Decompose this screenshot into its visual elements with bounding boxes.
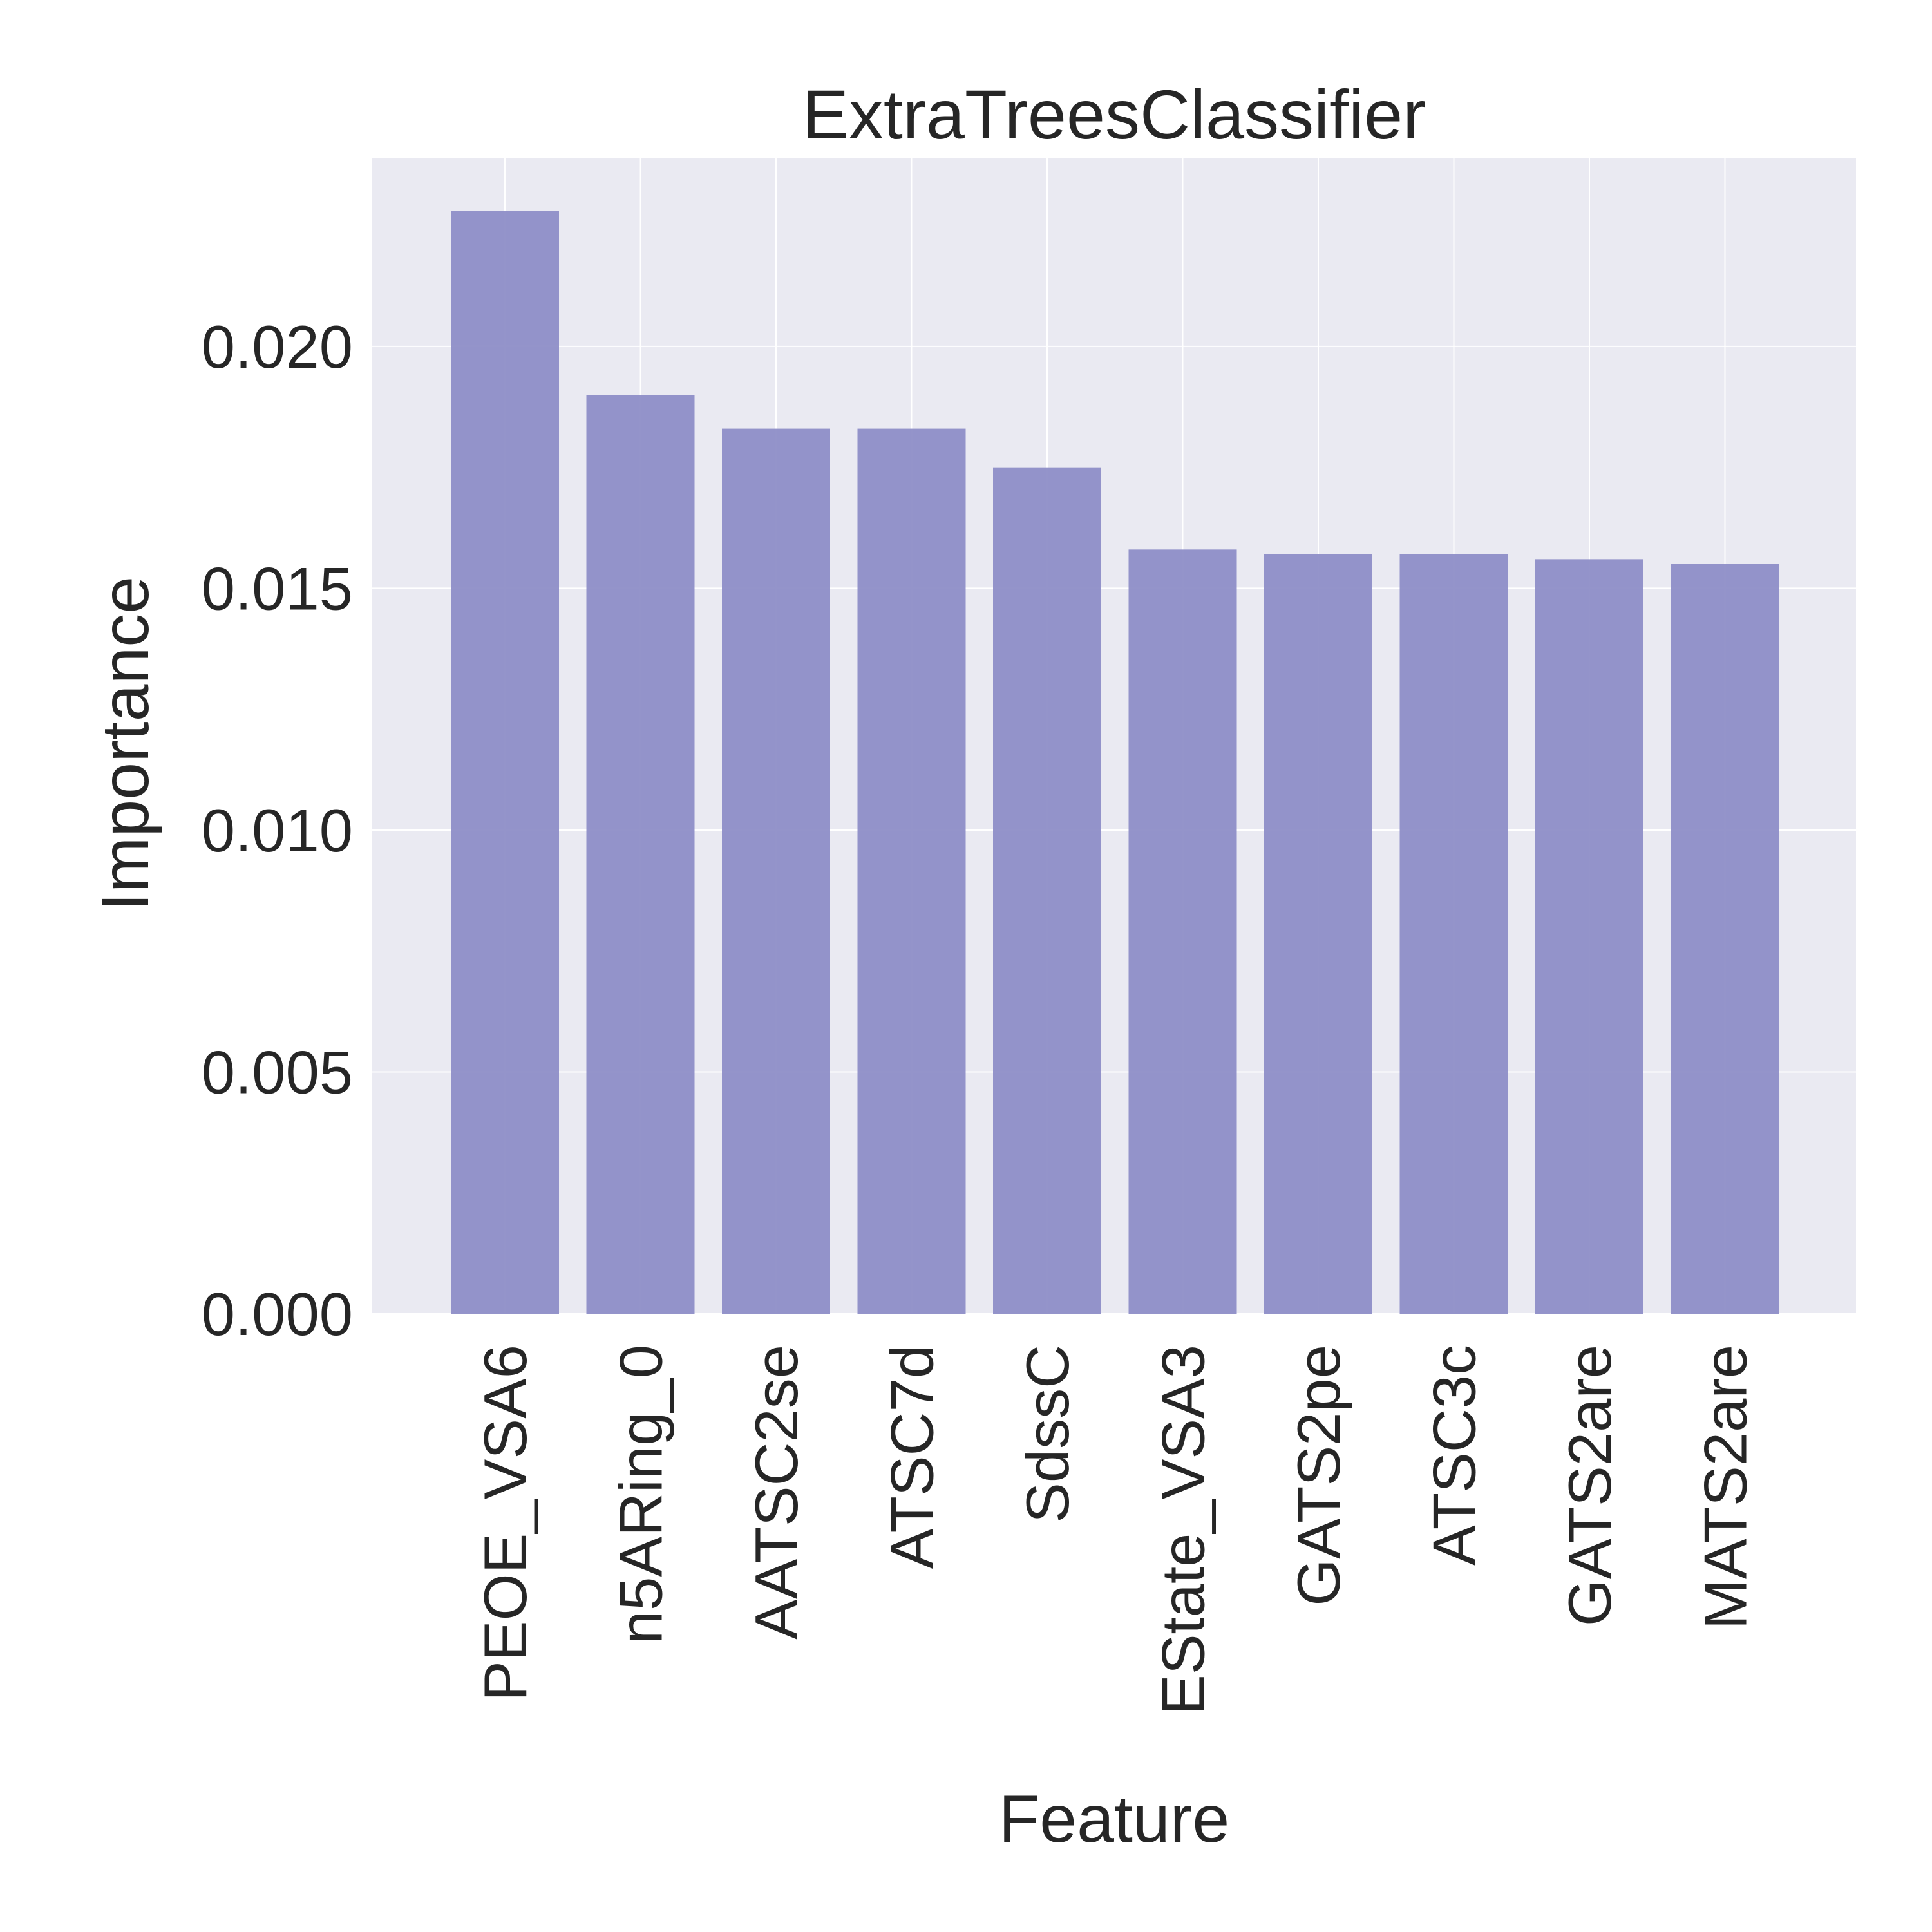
bar: [451, 211, 559, 1314]
x-tick-label: GATS2are: [1556, 1345, 1624, 1626]
y-tick-labels: 0.000 0.005 0.010 0.015 0.020: [202, 313, 353, 1348]
x-tick-label: MATS2are: [1692, 1345, 1759, 1629]
bar: [993, 467, 1101, 1314]
x-tick-label: ATSC7d: [878, 1345, 946, 1569]
x-tick-label: EState_VSA3: [1150, 1345, 1217, 1715]
bar: [1535, 559, 1643, 1314]
bar: [1264, 554, 1372, 1314]
x-tick-label: AATSC2se: [743, 1345, 810, 1640]
x-tick-label: SdssC: [1014, 1345, 1081, 1523]
bar: [1128, 549, 1237, 1314]
x-tick-label: n5ARing_0: [607, 1345, 675, 1644]
chart-title: ExtraTreesClassifier: [802, 75, 1426, 153]
y-axis-label: Importance: [88, 576, 163, 911]
x-tick-label: PEOE_VSA6: [471, 1345, 539, 1701]
x-axis-label: Feature: [999, 1782, 1229, 1857]
y-tick-label: 0.020: [202, 313, 353, 381]
y-tick-label: 0.005: [202, 1038, 353, 1106]
bar: [1671, 564, 1779, 1314]
bar: [722, 428, 830, 1314]
x-tick-labels: PEOE_VSA6 n5ARing_0 AATSC2se ATSC7d SdssC ESt…: [471, 1345, 1759, 1715]
y-tick-label: 0.015: [202, 554, 353, 622]
bar: [857, 428, 966, 1314]
y-tick-label: 0.010: [202, 797, 353, 864]
bar: [1399, 554, 1508, 1314]
bars: [451, 211, 1779, 1314]
bar: [586, 395, 695, 1314]
y-tick-label: 0.000: [202, 1280, 353, 1348]
x-tick-label: GATS2pe: [1285, 1345, 1352, 1606]
x-tick-label: ATSC3c: [1421, 1345, 1488, 1566]
